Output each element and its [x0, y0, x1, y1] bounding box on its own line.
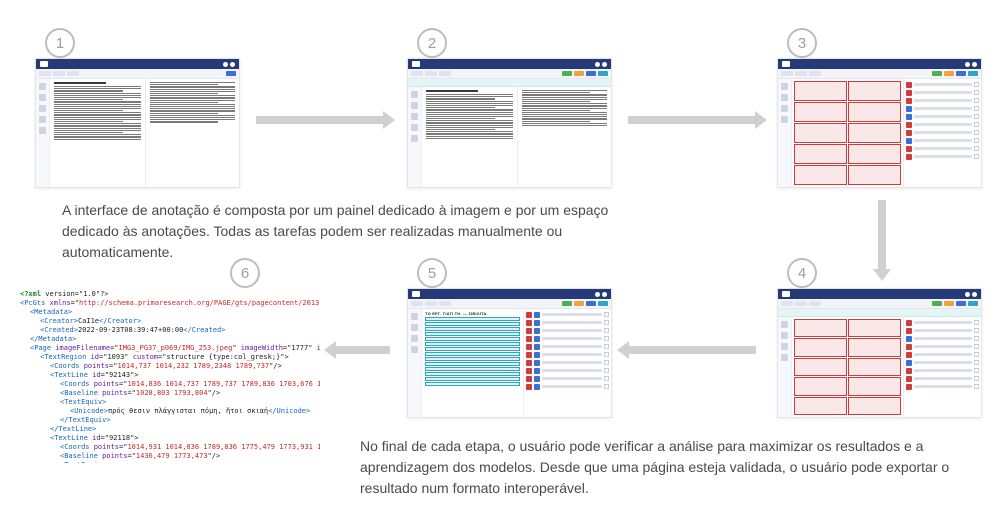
- step-6-number: 6: [241, 265, 249, 282]
- step-1-badge: 1: [45, 28, 75, 58]
- page-heading: ΤΟ ΕΡΓ. ΓΙΑΤΙ ΤΗ. — ΣΙΒΙΛΙΤΑ.: [425, 311, 520, 316]
- step-1-number: 1: [56, 35, 64, 52]
- step-6-xml-export: <?xml version="1.0"?><PcGts xmlns="http:…: [20, 288, 320, 463]
- arrow-5-to-6: [335, 346, 390, 354]
- left-sidebar: [36, 79, 50, 187]
- caption-bottom: No final de cada etapa, o usuário pode v…: [360, 436, 980, 499]
- step-5-thumbnail: ΤΟ ΕΡΓ. ΓΙΑΤΙ ΤΗ. — ΣΙΒΙΛΙΤΑ.: [407, 288, 612, 418]
- step-2-thumbnail: [407, 58, 612, 188]
- step-1-thumbnail: [35, 58, 240, 188]
- line-segmentation-view: ΤΟ ΕΡΓ. ΓΙΑΤΙ ΤΗ. — ΣΙΒΙΛΙΤΑ.: [422, 309, 523, 417]
- infographic-canvas: 1 2 3 4 5 6: [0, 0, 1000, 507]
- region-list-panel: [903, 79, 981, 187]
- step-5-number: 5: [428, 265, 436, 282]
- arrow-4-to-5: [628, 346, 756, 354]
- step-2-badge: 2: [417, 28, 447, 58]
- step-4-number: 4: [798, 265, 806, 282]
- app-logo-icon: [40, 61, 48, 67]
- arrow-3-to-4: [878, 200, 886, 270]
- page-column-right: [145, 79, 240, 187]
- step-4-badge: 4: [787, 258, 817, 288]
- step-4-thumbnail: [777, 288, 982, 418]
- segmented-page-view: [792, 79, 903, 187]
- app-topbar: [36, 59, 239, 69]
- step-3-badge: 3: [787, 28, 817, 58]
- step-3-number: 3: [798, 35, 806, 52]
- notification-bar: [408, 79, 611, 87]
- app-toolbar: [36, 69, 239, 79]
- line-list-panel: [523, 309, 611, 417]
- step-3-thumbnail: [777, 58, 982, 188]
- step-2-number: 2: [428, 35, 436, 52]
- arrow-2-to-3: [628, 116, 756, 124]
- caption-top: A interface de anotação é composta por u…: [62, 200, 622, 263]
- page-column-left: [50, 79, 145, 187]
- arrow-1-to-2: [256, 116, 384, 124]
